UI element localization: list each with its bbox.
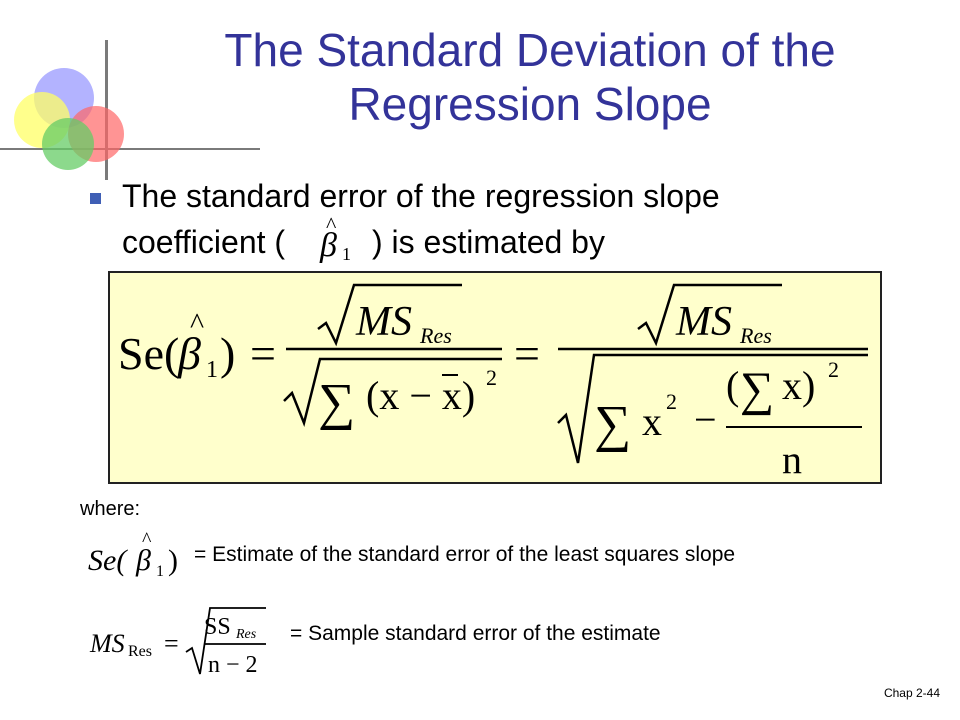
se-beta-hat-symbol: Se( ^ β 1 ) bbox=[88, 529, 178, 580]
ms-res-formula: MS Res = SS Res n − 2 bbox=[89, 607, 266, 678]
frac1-sigma: ∑ bbox=[318, 374, 355, 431]
frac2-x-square: 2 bbox=[666, 389, 677, 414]
formula-equals-2: = bbox=[514, 328, 540, 379]
formula-lhs-beta: β bbox=[177, 328, 201, 379]
se-text: Se( bbox=[88, 544, 128, 577]
bullet-text-line-1: The standard error of the regression slo… bbox=[122, 178, 720, 214]
frac2-inner-open: ( bbox=[726, 363, 739, 408]
ms-ss-res: Res bbox=[235, 627, 257, 642]
frac2-minus: − bbox=[694, 397, 717, 442]
beta-symbol: β bbox=[319, 227, 337, 264]
bullet-square-icon bbox=[90, 193, 101, 204]
formula-equals-1: = bbox=[250, 328, 276, 379]
subscript-one: 1 bbox=[342, 244, 351, 264]
standard-error-formula: Se( ^ β 1 ) = MS Res ∑ (x − x) 2 = bbox=[118, 283, 868, 482]
frac2-x: x bbox=[642, 399, 662, 444]
frac2-ms: MS bbox=[675, 299, 732, 345]
ms-equals: = bbox=[164, 629, 179, 658]
page-title-line-1: The Standard Deviation of the bbox=[224, 24, 836, 76]
ms-definition: = Sample standard error of the estimate bbox=[290, 622, 661, 645]
se-close: ) bbox=[168, 544, 178, 577]
se-hat: ^ bbox=[142, 529, 152, 551]
frac2-sigma: ∑ bbox=[594, 396, 631, 453]
bullet-text-line-2-end: ) is estimated by bbox=[372, 224, 605, 260]
formula-box: Se( ^ β 1 ) = MS Res ∑ (x − x) 2 = bbox=[108, 271, 882, 484]
frac2-inner-x: x) bbox=[782, 363, 815, 408]
formula-lhs-sub: 1 bbox=[206, 357, 218, 383]
se-definition: = Estimate of the standard error of the … bbox=[194, 543, 736, 566]
se-beta: β bbox=[135, 544, 151, 577]
formula-lhs-hat: ^ bbox=[190, 307, 204, 340]
frac2-res: Res bbox=[739, 323, 772, 348]
ms-ss: SS bbox=[204, 614, 231, 640]
formula-lhs-close: ) bbox=[220, 328, 235, 379]
frac1-x-minus-xbar: (x − x) bbox=[366, 373, 475, 418]
ms-text: MS bbox=[89, 629, 125, 658]
bullet-text-line-2-start: coefficient ( bbox=[122, 224, 286, 260]
beta-hat-one-symbol: ^ β 1 bbox=[319, 212, 351, 264]
formula-lhs-se: Se( bbox=[118, 328, 179, 379]
se-sub: 1 bbox=[156, 563, 164, 580]
frac2-inner-sigma: ∑ bbox=[740, 363, 774, 416]
slide-footer: Chap 2-44 bbox=[883, 686, 940, 700]
frac2-inner-n: n bbox=[782, 437, 802, 482]
hat-symbol: ^ bbox=[326, 212, 337, 237]
ms-res-sub: Res bbox=[128, 643, 152, 660]
ms-n-minus-2: n − 2 bbox=[208, 652, 258, 678]
where-label: where: bbox=[80, 498, 141, 520]
decorative-circles-logo bbox=[0, 40, 260, 180]
frac1-res: Res bbox=[419, 323, 452, 348]
frac1-ms: MS bbox=[355, 299, 412, 345]
frac1-square: 2 bbox=[486, 365, 497, 390]
page-title-line-2: Regression Slope bbox=[348, 78, 712, 130]
frac2-inner-square: 2 bbox=[828, 357, 839, 382]
